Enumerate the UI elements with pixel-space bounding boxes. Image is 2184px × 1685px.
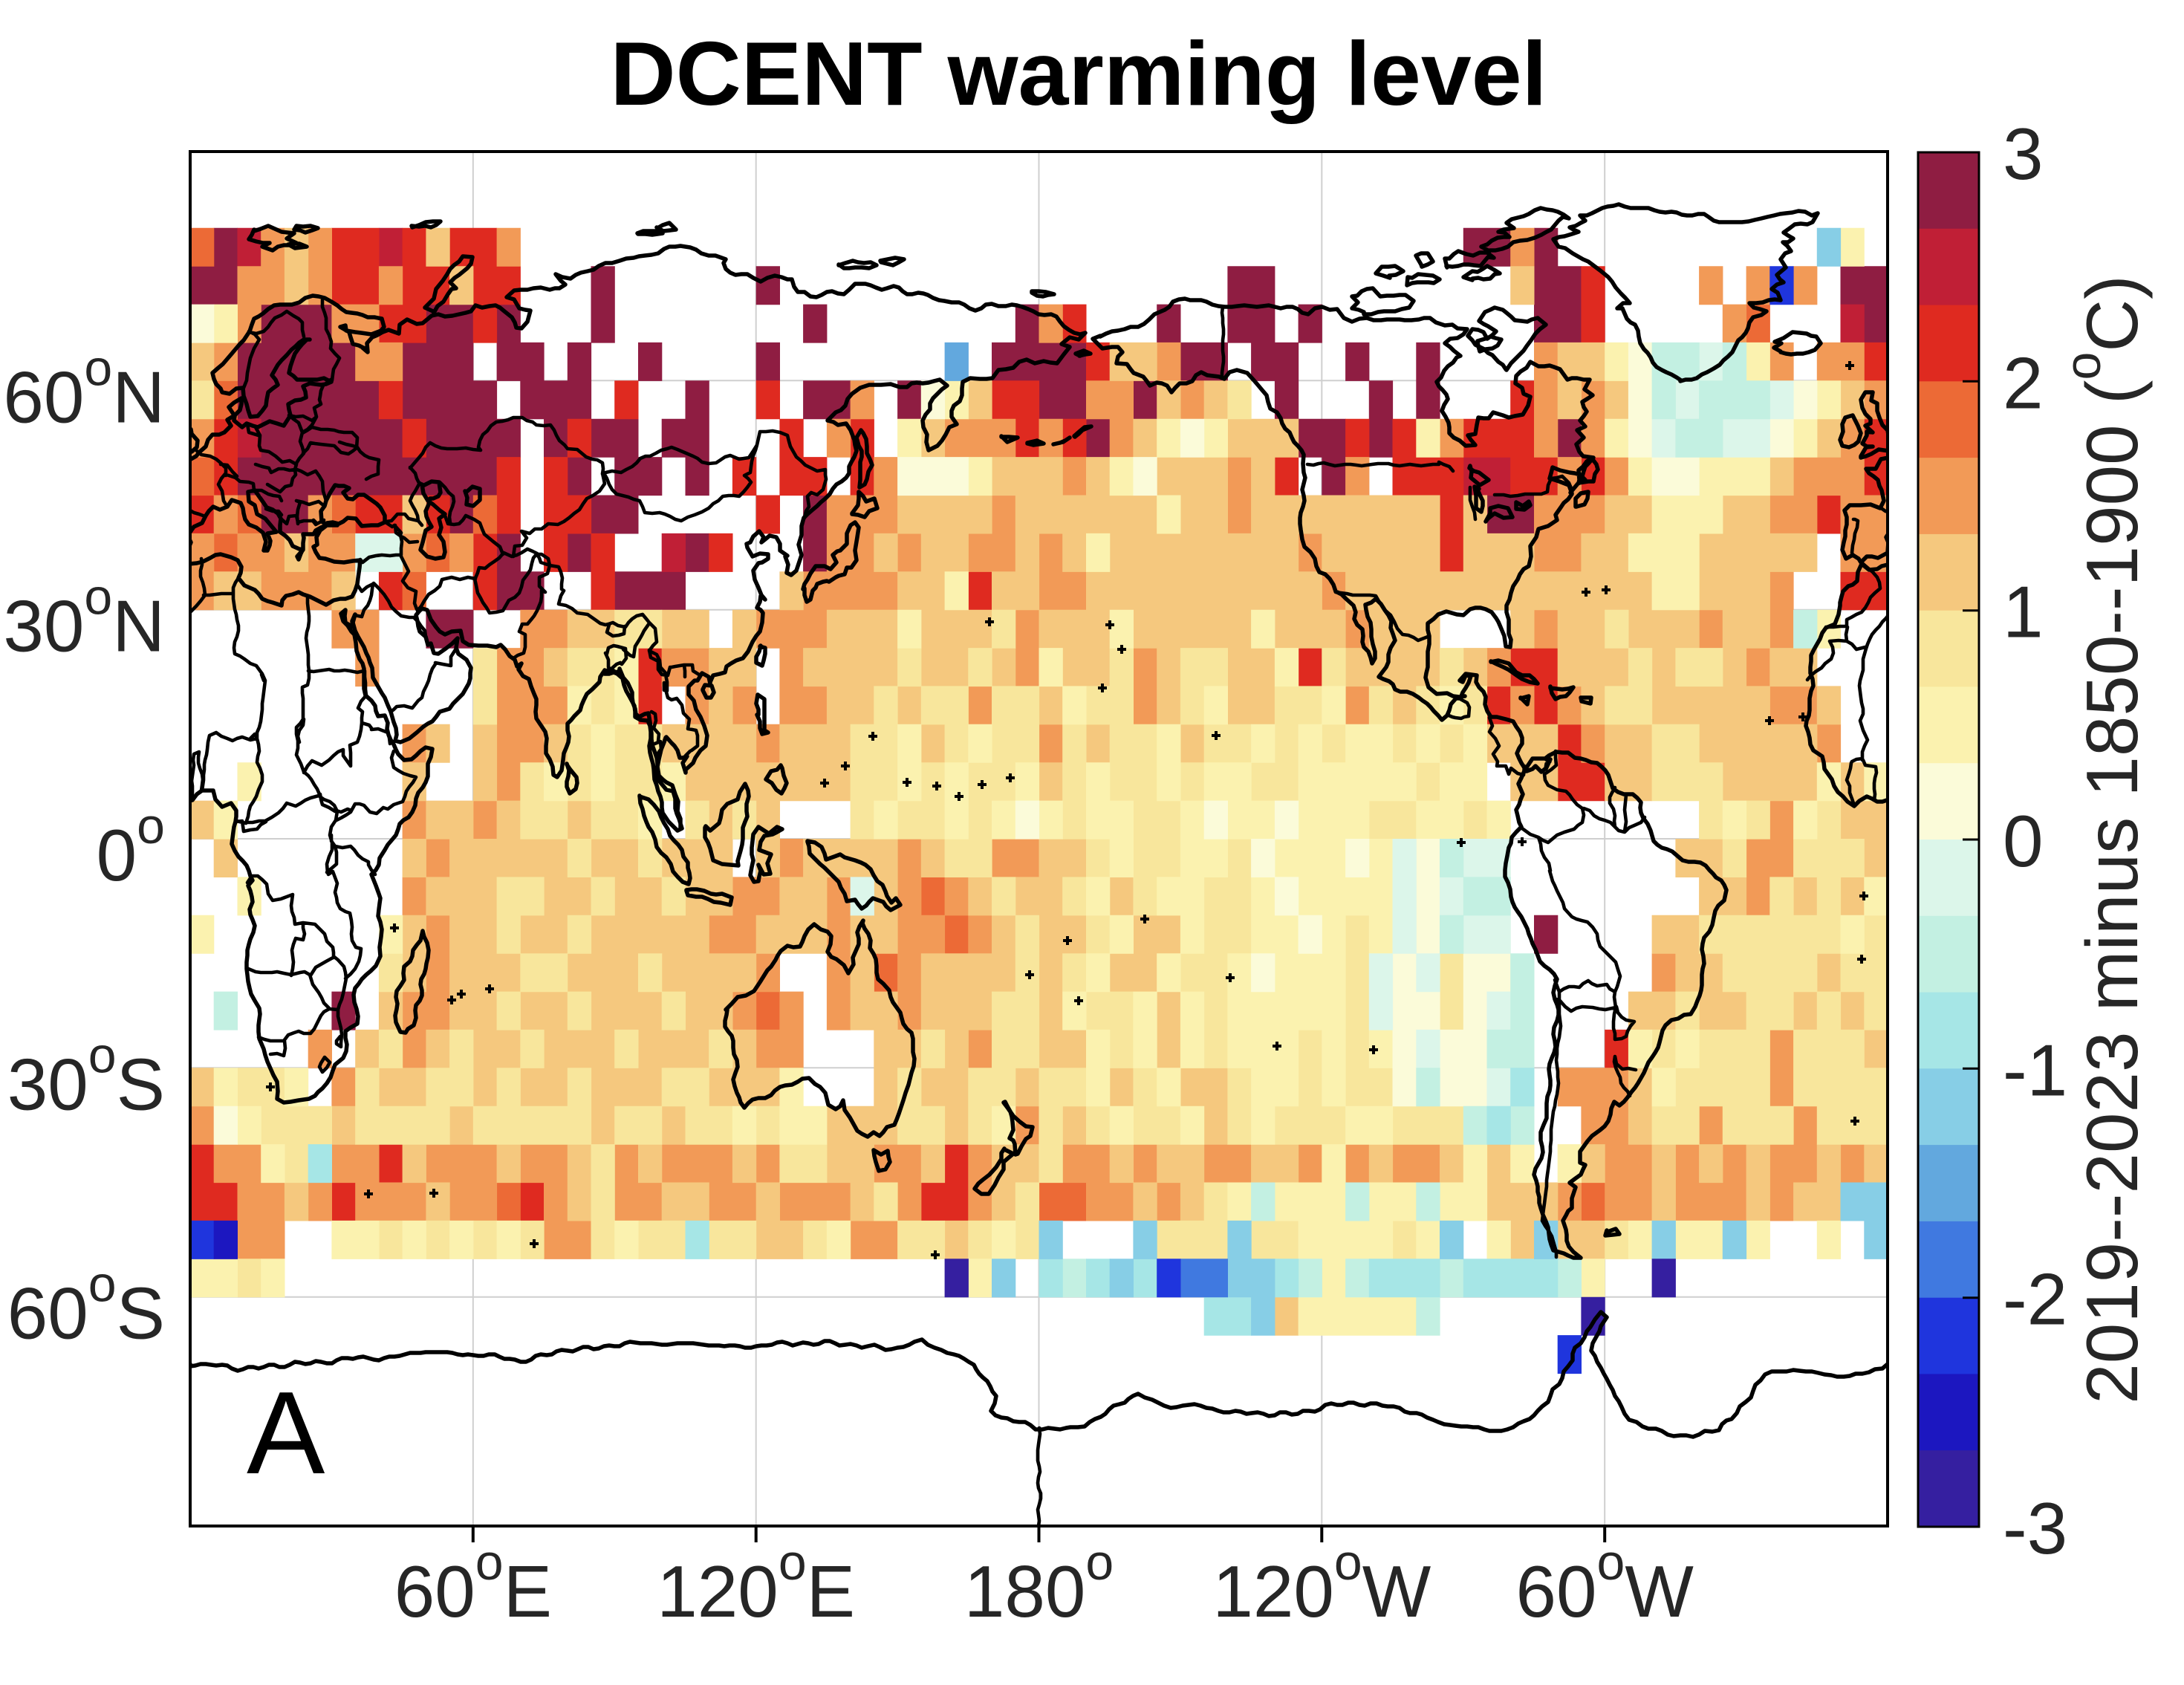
svg-text:1: 1 bbox=[2003, 571, 2044, 653]
svg-text:0: 0 bbox=[2003, 800, 2044, 882]
svg-text:2: 2 bbox=[2003, 342, 2044, 423]
svg-text:30oN: 30oN bbox=[3, 569, 165, 667]
svg-text:DCENT warming level: DCENT warming level bbox=[611, 23, 1547, 124]
svg-text:120oE: 120oE bbox=[657, 1534, 855, 1632]
svg-text:60oN: 60oN bbox=[3, 340, 165, 438]
svg-text:-2: -2 bbox=[2003, 1259, 2067, 1340]
svg-text:3: 3 bbox=[2003, 113, 2044, 195]
svg-text:A: A bbox=[247, 1368, 325, 1499]
svg-text:-1: -1 bbox=[2003, 1029, 2067, 1111]
svg-text:2019--2023 minus 1850--1900 (o: 2019--2023 minus 1850--1900 (oC) bbox=[2055, 275, 2153, 1404]
svg-text:180o: 180o bbox=[964, 1534, 1114, 1632]
svg-text:60oE: 60oE bbox=[394, 1534, 552, 1632]
svg-text:120oW: 120oW bbox=[1212, 1534, 1431, 1632]
svg-text:30oS: 30oS bbox=[7, 1027, 165, 1125]
svg-text:-3: -3 bbox=[2003, 1487, 2067, 1569]
svg-text:60oS: 60oS bbox=[7, 1256, 165, 1354]
